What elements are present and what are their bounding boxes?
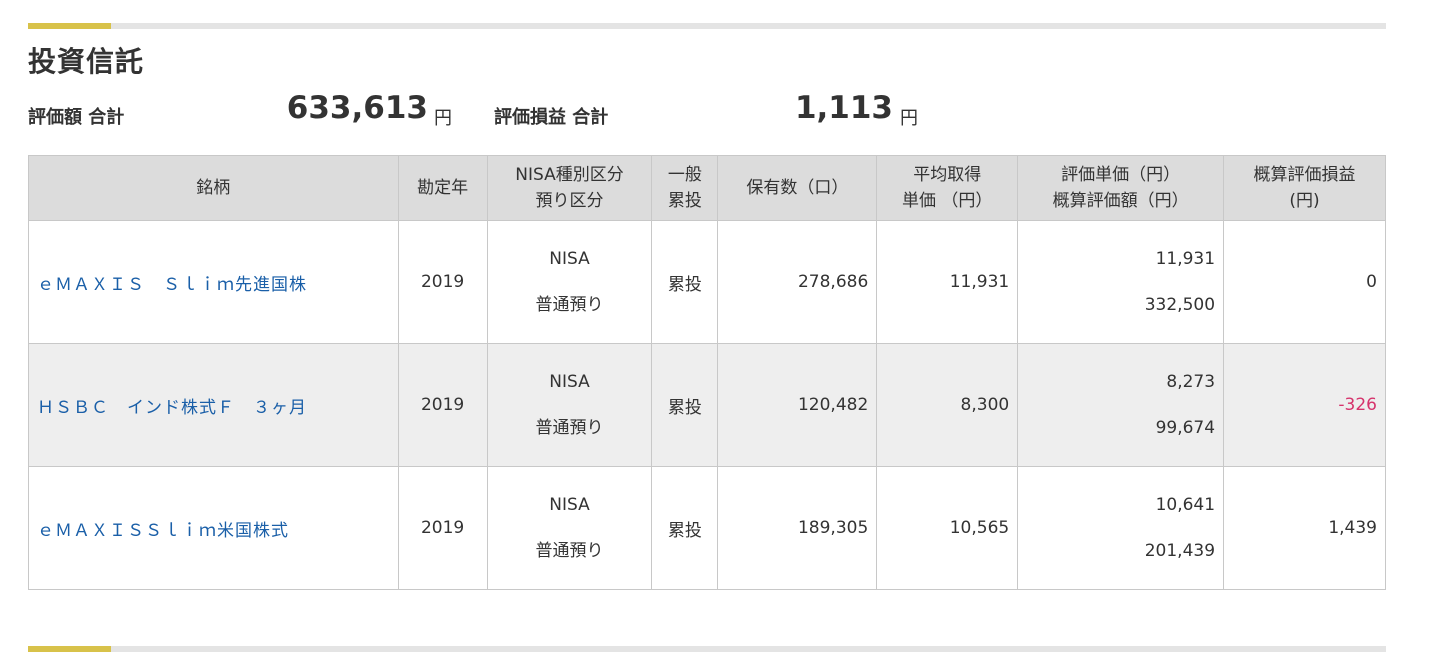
account-year: 2019 — [397, 466, 488, 590]
total-gain-unit: 円 — [900, 108, 918, 129]
nisa-custody-cell: NISA 普通預り — [486, 343, 653, 467]
gain-value: 1,439 — [1223, 466, 1386, 590]
eval-cell: 8,273 99,674 — [1017, 343, 1225, 467]
total-gain-label: 評価損益 合計 — [494, 107, 609, 128]
avg-price: 11,931 — [876, 220, 1019, 344]
eval-cell: 11,931 332,500 — [1017, 220, 1225, 344]
col-header-general: 一般 累投 — [651, 155, 719, 221]
col-header-nisa: NISA種別区分 預り区分 — [486, 155, 653, 221]
table-row: ｅＭＡＸＩＳ Ｓｌｉｍ先進国株 2019 NISA 普通預り 累投 278,68… — [28, 220, 1386, 344]
holdings-table: 銘柄 勘定年 NISA種別区分 預り区分 一般 累投 保有数（口） 平均取得 単… — [28, 155, 1386, 590]
table-row: ＨＳＢＣ インド株式Ｆ ３ヶ月 2019 NISA 普通預り 累投 120,48… — [28, 343, 1386, 467]
custody-type: 普通預り — [535, 541, 604, 561]
col-header-year: 勘定年 — [397, 155, 488, 221]
avg-price: 8,300 — [876, 343, 1019, 467]
total-value-unit: 円 — [434, 108, 452, 129]
custody-type: 普通預り — [535, 418, 604, 438]
col-header-eval: 評価単価（円） 概算評価額（円） — [1017, 155, 1225, 221]
nisa-type: NISA — [549, 372, 590, 392]
col-header-gain: 概算評価損益 (円) — [1223, 155, 1386, 221]
nisa-type: NISA — [549, 495, 590, 515]
eval-amount: 332,500 — [1144, 295, 1216, 315]
total-value: 633,613 — [286, 90, 428, 126]
table-row: ｅＭＡＸＩＳＳｌｉｍ米国株式 2019 NISA 普通預り 累投 189,305… — [28, 466, 1386, 590]
nisa-type: NISA — [549, 249, 590, 269]
holdings-units: 189,305 — [717, 466, 878, 590]
gain-value: 0 — [1223, 220, 1386, 344]
section-top-divider — [28, 23, 1386, 29]
eval-cell: 10,641 201,439 — [1017, 466, 1225, 590]
fund-name-link[interactable]: ＨＳＢＣ インド株式Ｆ ３ヶ月 — [28, 343, 399, 467]
general-type: 累投 — [651, 466, 719, 590]
eval-price: 8,273 — [1166, 372, 1216, 392]
table-header-row: 銘柄 勘定年 NISA種別区分 預り区分 一般 累投 保有数（口） 平均取得 単… — [28, 155, 1386, 221]
fund-name-link[interactable]: ｅＭＡＸＩＳ Ｓｌｉｍ先進国株 — [28, 220, 399, 344]
avg-price: 10,565 — [876, 466, 1019, 590]
holdings-units: 278,686 — [717, 220, 878, 344]
general-type: 累投 — [651, 220, 719, 344]
gain-value: -326 — [1223, 343, 1386, 467]
section-bottom-divider — [28, 646, 1386, 652]
total-gain: 1,113 — [794, 90, 893, 126]
total-value-label: 評価額 合計 — [28, 107, 125, 128]
fund-name-link[interactable]: ｅＭＡＸＩＳＳｌｉｍ米国株式 — [28, 466, 399, 590]
general-type: 累投 — [651, 343, 719, 467]
divider-accent — [28, 23, 111, 29]
account-year: 2019 — [397, 220, 488, 344]
custody-type: 普通預り — [535, 295, 604, 315]
nisa-custody-cell: NISA 普通預り — [486, 466, 653, 590]
col-header-avg-price: 平均取得 単価 （円） — [876, 155, 1019, 221]
eval-amount: 201,439 — [1144, 541, 1216, 561]
divider-accent — [28, 646, 111, 652]
holdings-units: 120,482 — [717, 343, 878, 467]
col-header-name: 銘柄 — [28, 155, 399, 221]
nisa-custody-cell: NISA 普通預り — [486, 220, 653, 344]
eval-amount: 99,674 — [1155, 418, 1216, 438]
eval-price: 11,931 — [1155, 249, 1216, 269]
eval-price: 10,641 — [1155, 495, 1216, 515]
account-year: 2019 — [397, 343, 488, 467]
page-title: 投資信託 — [28, 45, 145, 78]
col-header-holdings: 保有数（口） — [717, 155, 878, 221]
